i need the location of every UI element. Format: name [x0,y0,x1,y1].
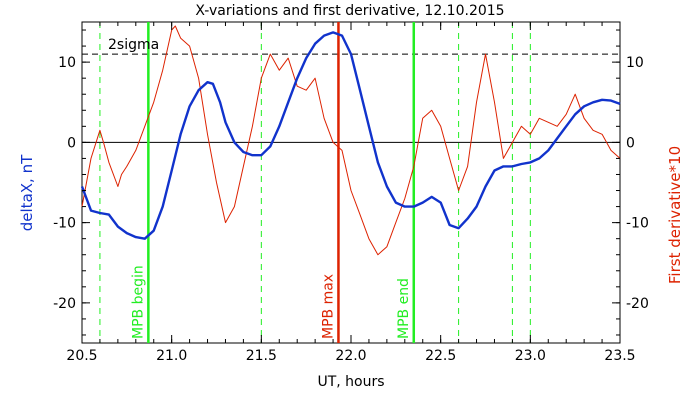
x-tick-label: 20.5 [66,348,97,364]
y-axis-label-left: deltaX, nT [18,154,36,231]
y-tick-label-left: -20 [53,296,76,312]
x-tick-label: 23.5 [604,348,635,364]
y-tick-label-right: 0 [626,135,635,151]
series-deltax-line [80,31,621,240]
x-tick-label: 22.0 [335,348,366,364]
marker-label: MPB end [396,278,412,339]
marker-label: MPB max [320,274,336,339]
x-tick-label: 23.0 [515,348,546,364]
reference-lines [82,53,620,143]
marker-lines: MPB begin MPB max MPB end [99,22,531,343]
y-tick-label-right: -20 [626,296,649,312]
y-tick-label-left: 10 [58,55,76,71]
x-tick-label: 21.0 [156,348,187,364]
chart-title: X-variations and first derivative, 12.10… [195,3,504,19]
y-axis-label-right: First derivative*10 [666,146,684,284]
sigma-label: 2sigma [108,37,159,53]
axis-ticks: 20.5 21.0 21.5 22.0 22.5 23.0 23.5 -20 -20 -10 -10… [53,22,649,364]
x-tick-label: 22.5 [425,348,456,364]
x-tick-label: 21.5 [246,348,277,364]
y-tick-label-right: -10 [626,216,649,232]
series-lines [80,25,621,256]
series-derivative-line [81,25,621,256]
y-tick-label-right: 10 [626,55,644,71]
x-axis-label: UT, hours [317,374,384,390]
y-tick-label-left: 0 [67,135,76,151]
y-tick-label-left: -10 [53,216,76,232]
marker-label: MPB begin [130,265,146,339]
